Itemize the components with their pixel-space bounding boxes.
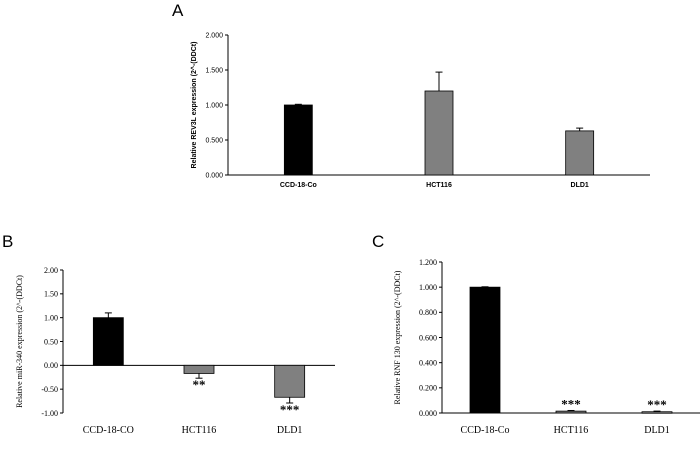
y-tick-label: 2.00 bbox=[44, 266, 58, 275]
category-label: CCD-18-CO bbox=[83, 425, 134, 436]
bar-hct116 bbox=[424, 90, 454, 176]
chart-rnf130: 0.000 0.200 0.400 0.600 0.800 1.000 1.200 Relat… bbox=[393, 258, 700, 436]
y-tick-label: 0.000 bbox=[419, 409, 437, 418]
category-label: HCT116 bbox=[554, 425, 589, 436]
bar-ccd-18-co bbox=[283, 104, 313, 176]
panel-label-b: B bbox=[2, 232, 13, 251]
category-label: CCD-18-Co bbox=[461, 425, 510, 436]
y-tick-label: 0.800 bbox=[419, 308, 437, 317]
bar-ccd-18-co bbox=[92, 317, 124, 366]
y-tick-label: -1.00 bbox=[41, 409, 58, 418]
bar-dld1 bbox=[274, 364, 306, 398]
y-tick-label: -0.50 bbox=[41, 385, 58, 394]
y-axis-label: Relative miR-340 expression (2^-(DDCt) bbox=[15, 275, 24, 408]
y-tick-label: 1.50 bbox=[44, 290, 58, 299]
y-tick-label: 0.000 bbox=[205, 172, 223, 179]
category-label: DLD1 bbox=[644, 425, 670, 436]
panel-label-c: C bbox=[372, 232, 384, 251]
y-tick-label: 1.200 bbox=[419, 258, 437, 267]
y-tick-label: 0.50 bbox=[44, 337, 58, 346]
bar-dld1 bbox=[565, 130, 595, 176]
y-tick-label: 1.000 bbox=[419, 283, 437, 292]
y-tick-label: 1.00 bbox=[44, 313, 58, 322]
category-label: DLD1 bbox=[277, 425, 303, 436]
y-tick-label: 1.000 bbox=[205, 102, 223, 109]
significance-mark: ** bbox=[193, 377, 206, 392]
significance-mark: *** bbox=[280, 402, 300, 417]
y-tick-label: 1.500 bbox=[205, 67, 223, 74]
y-axis-label: Relative RNF 130 expression (2^-(DDCt) bbox=[393, 270, 402, 404]
y-tick-label: 0.600 bbox=[419, 333, 437, 342]
y-tick-label: 2.000 bbox=[205, 32, 223, 39]
bar-hct116 bbox=[183, 364, 215, 374]
y-tick-label: 0.00 bbox=[44, 361, 58, 370]
y-tick-label: 0.200 bbox=[419, 384, 437, 393]
category-label: HCT116 bbox=[426, 182, 452, 189]
panel-label-a: A bbox=[172, 1, 184, 20]
chart-rev3l: 0.000 0.500 1.000 1.500 2.000 Relative REV3L … bbox=[190, 32, 650, 189]
y-tick-label: 0.500 bbox=[205, 137, 223, 144]
y-axis-label: Relative REV3L expression (2^-(DDCt) bbox=[190, 42, 198, 169]
significance-mark: *** bbox=[561, 396, 581, 411]
chart-mir340: -1.00 -0.50 0.00 0.50 1.00 1.50 2.00 Relative m… bbox=[15, 266, 335, 436]
y-tick-label: 0.400 bbox=[419, 358, 437, 367]
significance-mark: *** bbox=[647, 397, 667, 412]
category-label: CCD-18-Co bbox=[280, 182, 317, 189]
bar-ccd-18-co bbox=[469, 286, 501, 414]
category-label: DLD1 bbox=[571, 182, 589, 189]
category-label: HCT116 bbox=[182, 425, 217, 436]
